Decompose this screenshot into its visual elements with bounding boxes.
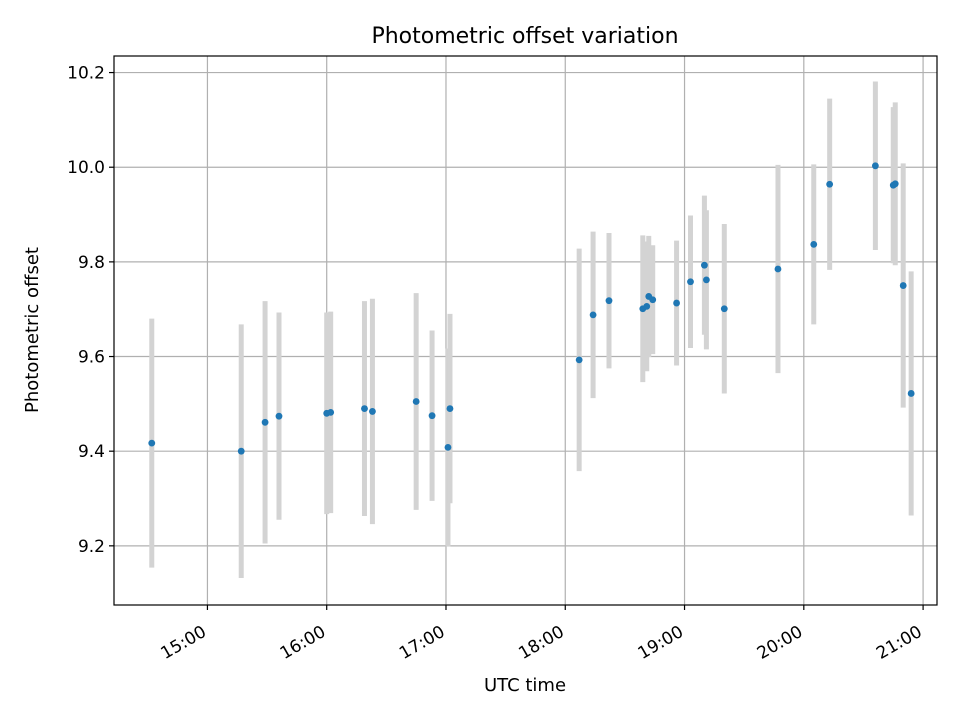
data-point [446, 405, 454, 412]
y-tick-label: 10.2 [67, 64, 105, 84]
y-tick-label: 9.2 [78, 537, 105, 557]
gridlines [114, 56, 937, 605]
y-axis-ticks: 9.2 9.4 9.6 9.8 10.0 10.2 [67, 64, 114, 557]
data-point [871, 162, 879, 170]
data-point [701, 261, 708, 269]
data-point [237, 447, 245, 455]
y-tick-label: 9.8 [78, 253, 105, 273]
data-point [810, 240, 818, 248]
data-point [643, 302, 651, 310]
data-point [649, 296, 657, 304]
data-point [826, 180, 834, 188]
data-point [720, 305, 728, 313]
data-point [907, 390, 915, 397]
data-point [891, 180, 899, 188]
data-point [428, 412, 436, 420]
data-point [444, 443, 452, 451]
data-point [774, 265, 782, 273]
data-point [275, 412, 283, 420]
data-point [575, 356, 583, 364]
x-axis-label: UTC time [484, 675, 566, 696]
y-axis-label: Photometric offset [22, 247, 43, 413]
y-tick-label: 9.4 [78, 442, 105, 462]
data-point [899, 282, 907, 289]
data-point [703, 276, 710, 284]
y-tick-label: 9.6 [78, 348, 105, 368]
chart-title: Photometric offset variation [371, 24, 678, 49]
plot-frame [113, 55, 938, 606]
data-point [261, 418, 269, 426]
data-points [148, 162, 915, 455]
y-tick-label: 10.0 [67, 158, 105, 178]
data-point [327, 408, 335, 416]
data-point [605, 297, 613, 305]
data-point [148, 439, 156, 447]
data-point [687, 278, 694, 286]
data-point [412, 398, 420, 405]
data-point [361, 405, 368, 412]
data-point [673, 299, 680, 307]
data-point [589, 311, 597, 319]
data-point [369, 408, 376, 415]
